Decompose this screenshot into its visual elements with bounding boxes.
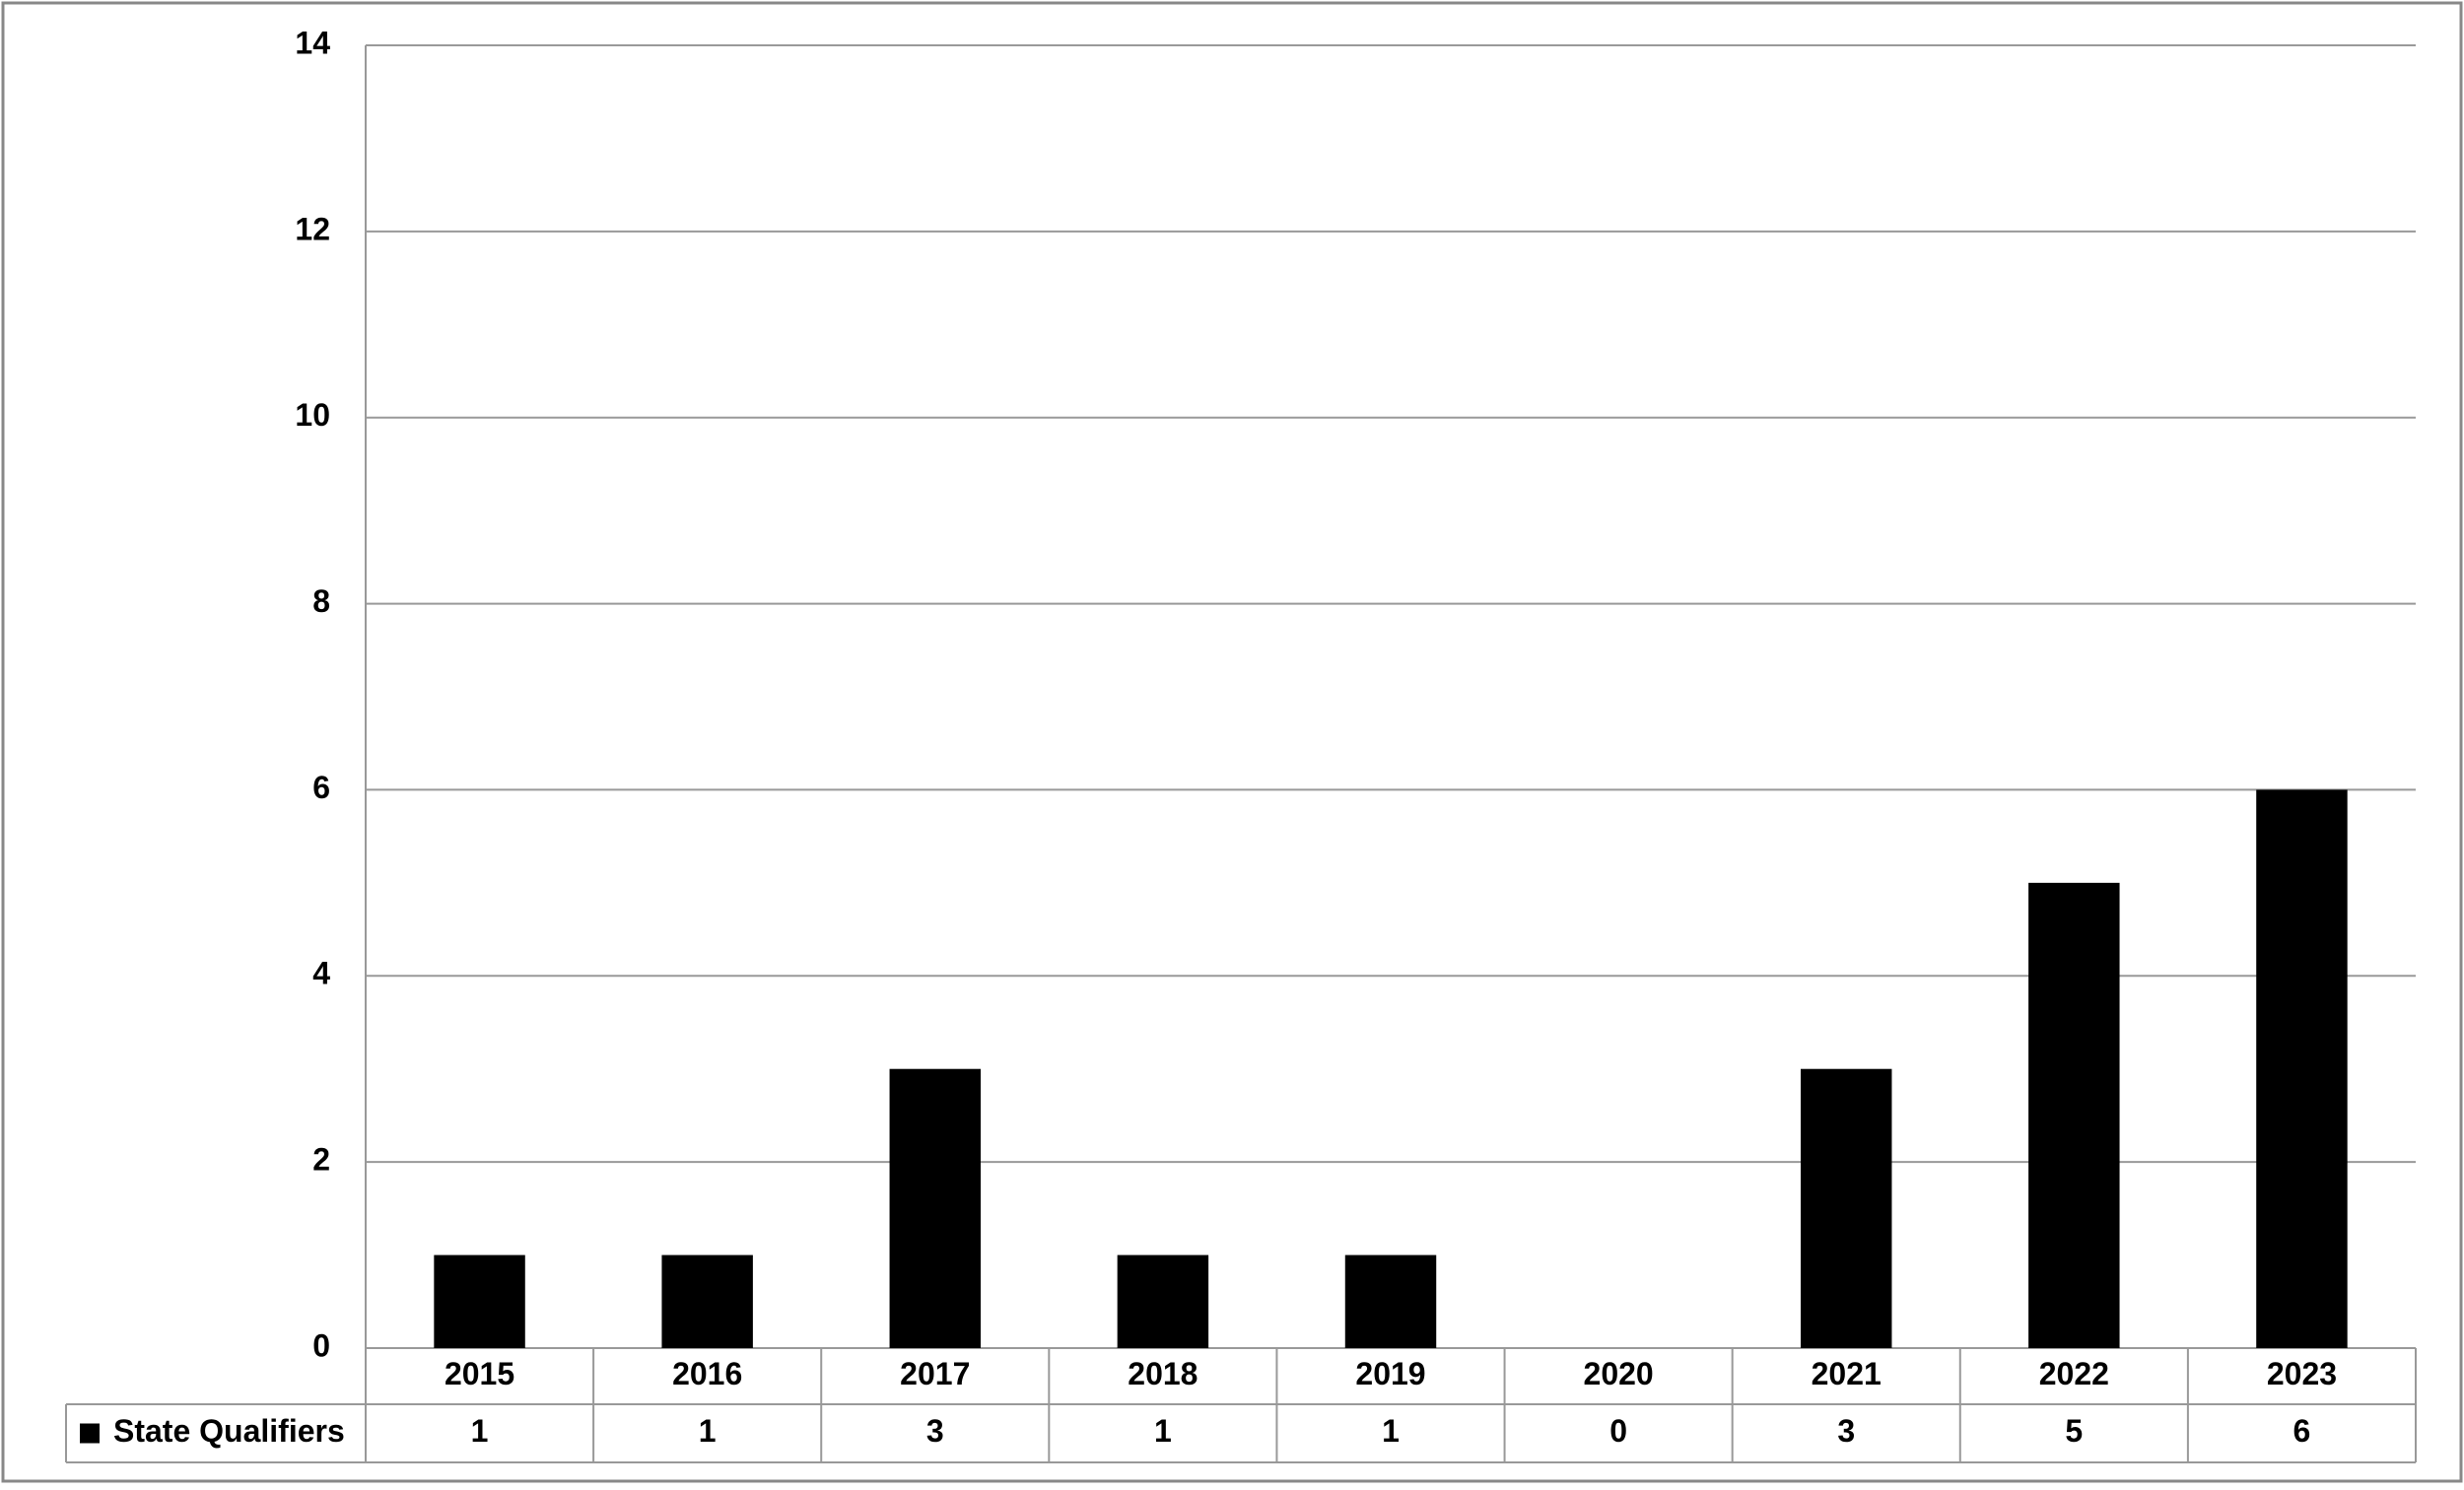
bar bbox=[2256, 789, 2348, 1348]
data-table-value: 3 bbox=[1837, 1413, 1855, 1449]
y-tick-label: 4 bbox=[312, 956, 330, 991]
data-table-value: 1 bbox=[1382, 1413, 1400, 1449]
x-tick-label: 2017 bbox=[900, 1356, 970, 1391]
data-table-value: 3 bbox=[926, 1413, 944, 1449]
bar bbox=[661, 1254, 753, 1348]
x-tick-label: 2022 bbox=[2039, 1356, 2109, 1391]
y-tick-label: 14 bbox=[295, 25, 330, 60]
x-tick-label: 2023 bbox=[2267, 1356, 2337, 1391]
x-tick-label: 2016 bbox=[672, 1356, 742, 1391]
x-tick-label: 2018 bbox=[1128, 1356, 1198, 1391]
y-tick-label: 0 bbox=[312, 1327, 330, 1363]
bar bbox=[1117, 1254, 1209, 1348]
bar bbox=[1801, 1068, 1892, 1348]
data-table-value: 6 bbox=[2293, 1413, 2311, 1449]
y-tick-label: 8 bbox=[312, 583, 330, 619]
data-table-value: 5 bbox=[2065, 1413, 2083, 1449]
bar bbox=[889, 1068, 981, 1348]
data-table-value: 0 bbox=[1609, 1413, 1627, 1449]
x-tick-label: 2015 bbox=[445, 1356, 514, 1391]
data-table-value: 1 bbox=[1154, 1413, 1172, 1449]
bar bbox=[2028, 882, 2120, 1348]
y-tick-label: 6 bbox=[312, 770, 330, 805]
legend-label: State Qualifiers bbox=[113, 1413, 345, 1449]
x-tick-label: 2021 bbox=[1812, 1356, 1882, 1391]
y-tick-label: 2 bbox=[312, 1142, 330, 1178]
x-tick-label: 2019 bbox=[1355, 1356, 1425, 1391]
bar bbox=[1344, 1254, 1437, 1348]
y-tick-label: 12 bbox=[295, 211, 330, 246]
data-table-value: 1 bbox=[699, 1413, 717, 1449]
data-table-value: 1 bbox=[471, 1413, 489, 1449]
x-tick-label: 2020 bbox=[1584, 1356, 1654, 1391]
legend-swatch bbox=[80, 1423, 100, 1444]
y-tick-label: 10 bbox=[295, 397, 330, 433]
bar bbox=[434, 1254, 525, 1348]
